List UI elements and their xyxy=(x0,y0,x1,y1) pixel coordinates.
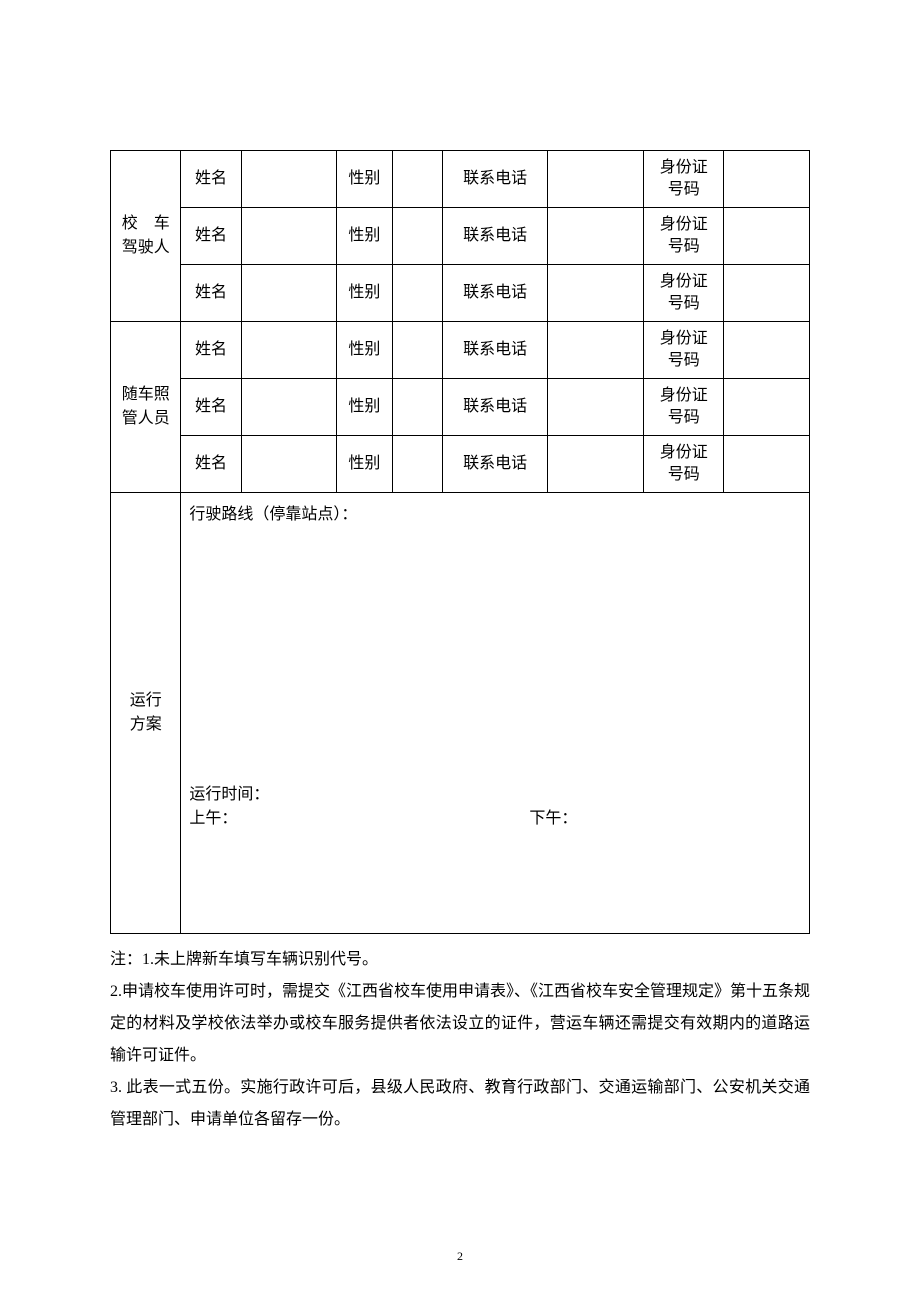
time-am-label: 上午： xyxy=(189,807,529,831)
attendants-section-label: 随车照 管人员 xyxy=(111,322,181,493)
col-phone: 联系电话 xyxy=(442,436,548,493)
col-id: 身份证 号码 xyxy=(643,436,723,493)
table-row: 运行时间： 上午： 下午： xyxy=(111,773,810,934)
notes-block: 注：1.未上牌新车填写车辆识别代号。 2.申请校车使用许可时，需提交《江西省校车… xyxy=(110,944,810,1136)
col-phone: 联系电话 xyxy=(442,379,548,436)
form-table: 校 车 驾驶人 姓名 性别 联系电话 身份证 号码 姓名 性别 联系电话 身份证… xyxy=(110,150,810,934)
col-name: 姓名 xyxy=(181,436,241,493)
note-3: 3. 此表一式五份。实施行政许可后，县级人民政府、教育行政部门、交通运输部门、公… xyxy=(110,1072,810,1136)
col-id: 身份证 号码 xyxy=(643,265,723,322)
col-phone: 联系电话 xyxy=(442,322,548,379)
col-phone: 联系电话 xyxy=(442,265,548,322)
driver-1-id xyxy=(724,151,810,208)
table-row: 姓名 性别 联系电话 身份证 号码 xyxy=(111,208,810,265)
driver-3-id xyxy=(724,265,810,322)
col-gender: 性别 xyxy=(337,208,392,265)
attendant-2-name xyxy=(241,379,337,436)
col-name: 姓名 xyxy=(181,322,241,379)
col-gender: 性别 xyxy=(337,151,392,208)
attendant-3-gender xyxy=(392,436,442,493)
page-number: 2 xyxy=(0,1249,920,1264)
time-label: 运行时间： xyxy=(189,783,801,807)
driver-1-phone xyxy=(548,151,644,208)
driver-2-name xyxy=(241,208,337,265)
attendant-1-id xyxy=(724,322,810,379)
driver-3-gender xyxy=(392,265,442,322)
route-cell: 行驶路线（停靠站点）： xyxy=(181,493,810,774)
attendant-3-id xyxy=(724,436,810,493)
col-id: 身份证 号码 xyxy=(643,322,723,379)
col-id: 身份证 号码 xyxy=(643,151,723,208)
col-gender: 性别 xyxy=(337,322,392,379)
attendant-1-gender xyxy=(392,322,442,379)
driver-1-gender xyxy=(392,151,442,208)
col-name: 姓名 xyxy=(181,208,241,265)
col-name: 姓名 xyxy=(181,379,241,436)
attendant-1-phone xyxy=(548,322,644,379)
driver-1-name xyxy=(241,151,337,208)
driver-3-name xyxy=(241,265,337,322)
attendant-3-phone xyxy=(548,436,644,493)
page: 校 车 驾驶人 姓名 性别 联系电话 身份证 号码 姓名 性别 联系电话 身份证… xyxy=(0,0,920,1302)
table-row: 姓名 性别 联系电话 身份证 号码 xyxy=(111,265,810,322)
table-row: 校 车 驾驶人 姓名 性别 联系电话 身份证 号码 xyxy=(111,151,810,208)
col-phone: 联系电话 xyxy=(442,208,548,265)
note-1: 注：1.未上牌新车填写车辆识别代号。 xyxy=(110,944,810,976)
col-id: 身份证 号码 xyxy=(643,379,723,436)
attendant-1-name xyxy=(241,322,337,379)
driver-2-id xyxy=(724,208,810,265)
col-name: 姓名 xyxy=(181,265,241,322)
drivers-section-label: 校 车 驾驶人 xyxy=(111,151,181,322)
note-2: 2.申请校车使用许可时，需提交《江西省校车使用申请表》、《江西省校车安全管理规定… xyxy=(110,976,810,1072)
attendant-2-gender xyxy=(392,379,442,436)
col-name: 姓名 xyxy=(181,151,241,208)
col-id: 身份证 号码 xyxy=(643,208,723,265)
col-gender: 性别 xyxy=(337,379,392,436)
time-cell: 运行时间： 上午： 下午： xyxy=(181,773,810,934)
table-row: 随车照 管人员 姓名 性别 联系电话 身份证 号码 xyxy=(111,322,810,379)
table-row: 姓名 性别 联系电话 身份证 号码 xyxy=(111,379,810,436)
attendant-3-name xyxy=(241,436,337,493)
table-row: 运行 方案 行驶路线（停靠站点）： xyxy=(111,493,810,774)
route-label: 行驶路线（停靠站点）： xyxy=(189,506,357,523)
col-gender: 性别 xyxy=(337,436,392,493)
driver-3-phone xyxy=(548,265,644,322)
col-gender: 性别 xyxy=(337,265,392,322)
attendant-2-phone xyxy=(548,379,644,436)
driver-2-phone xyxy=(548,208,644,265)
time-pm-label: 下午： xyxy=(529,807,577,831)
table-row: 姓名 性别 联系电话 身份证 号码 xyxy=(111,436,810,493)
plan-section-label: 运行 方案 xyxy=(111,493,181,934)
driver-2-gender xyxy=(392,208,442,265)
attendant-2-id xyxy=(724,379,810,436)
col-phone: 联系电话 xyxy=(442,151,548,208)
